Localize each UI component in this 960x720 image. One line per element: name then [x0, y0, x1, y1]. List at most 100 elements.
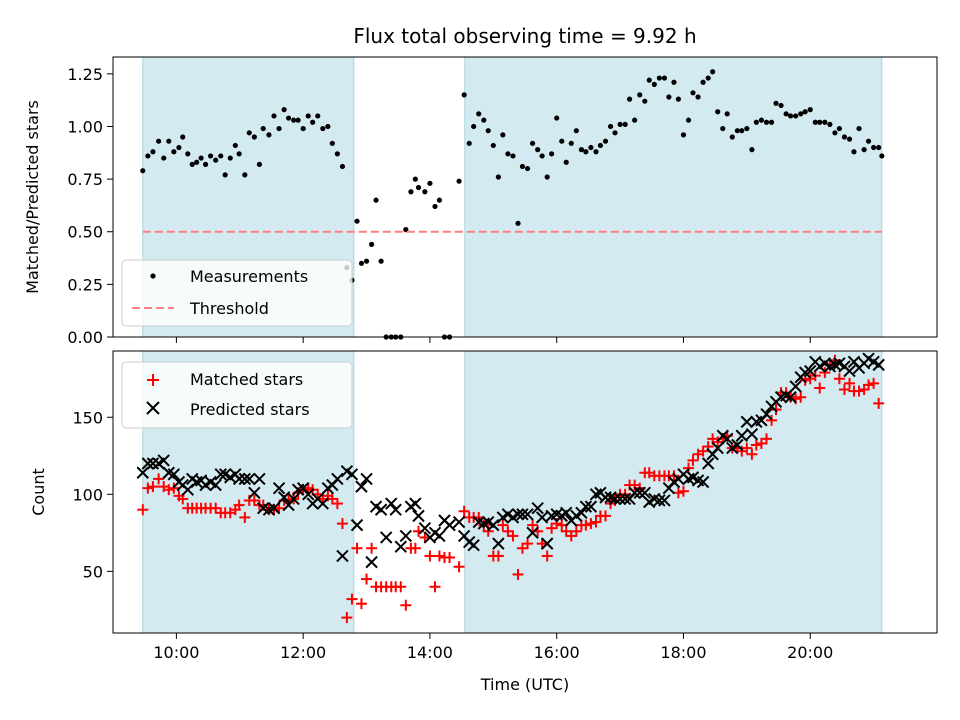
legend-label-threshold: Threshold [189, 299, 269, 318]
predicted-star-stroke [253, 472, 266, 486]
measurement-point [281, 107, 287, 113]
predicted-star-point [711, 441, 724, 455]
predicted-star-stroke [167, 468, 181, 481]
measurement-point [773, 100, 779, 106]
measurement-point [185, 151, 191, 157]
measurement-point [675, 96, 681, 102]
predicted-star-point [157, 454, 170, 467]
predicted-star-point [579, 500, 593, 513]
measurement-point [559, 138, 565, 144]
predicted-star-point [516, 508, 529, 521]
measurement-point [856, 125, 862, 132]
predicted-star-stroke [385, 497, 398, 510]
predicted-star-point [843, 364, 856, 378]
predicted-star-stroke [701, 457, 715, 470]
predicted-star-point [345, 468, 359, 481]
measurement-point [471, 123, 477, 130]
measurement-point [783, 111, 789, 117]
predicted-star-stroke [412, 509, 425, 523]
predicted-star-point [526, 526, 539, 540]
measurement-point [242, 172, 248, 178]
predicted-star-point [559, 506, 573, 520]
predicted-star-stroke [340, 464, 354, 478]
bottom-x-ticks: 10:00 12:00 14:00 16:00 18:00 20:00 [153, 633, 833, 662]
predicted-star-point [267, 501, 281, 515]
measurement-point [310, 119, 316, 125]
measurement-point [685, 117, 692, 123]
predicted-star-stroke [872, 358, 885, 372]
predicted-star-point [628, 486, 641, 499]
predicted-star-point [613, 492, 627, 506]
predicted-star-point [248, 486, 261, 499]
measurement-point [602, 138, 609, 144]
measurement-point [422, 189, 428, 195]
matched-star-point [366, 542, 378, 554]
measurement-point [227, 155, 233, 161]
predicted-star-point [287, 492, 300, 506]
matched-star-point [507, 530, 519, 542]
top-y-tick-label: 0.25 [67, 275, 103, 294]
predicted-star-stroke [257, 501, 270, 515]
measurement-point [851, 149, 857, 155]
predicted-star-stroke [232, 472, 246, 486]
measurement-point [710, 69, 716, 75]
predicted-star-stroke [818, 357, 832, 370]
measurement-point [578, 147, 585, 153]
measurement-point [535, 147, 541, 153]
predicted-star-point [731, 438, 744, 452]
predicted-star-stroke [867, 355, 880, 368]
measurement-point [213, 157, 219, 163]
measurement-point [827, 121, 833, 127]
predicted-star-stroke [653, 494, 666, 507]
x-tick-label: 18:00 [660, 643, 706, 662]
measurement-point [832, 130, 838, 136]
matched-star-point [687, 454, 699, 466]
predicted-star-stroke [487, 518, 500, 532]
predicted-star-stroke [633, 486, 646, 499]
predicted-star-stroke [316, 497, 330, 510]
predicted-star-stroke [379, 531, 393, 544]
predicted-star-stroke [584, 500, 598, 513]
matched-star-point [766, 414, 778, 426]
measurement-point [358, 260, 365, 266]
x-tick-label: 10:00 [153, 643, 199, 662]
predicted-star-stroke [146, 457, 160, 470]
measurement-point [156, 138, 162, 144]
measurement-point [671, 79, 677, 85]
measurement-point [145, 153, 151, 159]
predicted-star-stroke [287, 492, 300, 506]
predicted-star-point [409, 497, 422, 510]
measurement-point [544, 174, 550, 180]
matched-star-point [168, 482, 180, 494]
measurement-point [363, 258, 370, 264]
measurement-point [734, 128, 740, 134]
measurement-point [622, 121, 628, 127]
measurement-point [822, 119, 828, 125]
predicted-star-stroke [141, 457, 155, 470]
measurement-point [729, 134, 735, 140]
matched-star-point [585, 518, 597, 530]
predicted-star-point [584, 500, 598, 513]
predicted-star-stroke [847, 355, 861, 368]
predicted-star-point [701, 457, 715, 470]
measurement-point [768, 119, 775, 125]
predicted-star-stroke [238, 472, 252, 486]
predicted-star-point [399, 529, 413, 543]
predicted-star-point [653, 494, 666, 507]
predicted-star-stroke [374, 503, 388, 516]
matched-star-point [590, 516, 602, 528]
measurement-point [787, 113, 794, 119]
measurement-point [666, 94, 672, 100]
predicted-star-stroke [218, 468, 232, 481]
measurement-point [285, 115, 292, 121]
matched-star-point [147, 481, 159, 493]
x-tick-label: 12:00 [280, 643, 326, 662]
predicted-star-stroke [355, 480, 368, 493]
top-y-tick-label: 0.50 [67, 223, 103, 242]
matched-star-point [873, 397, 885, 409]
measurement-point [500, 132, 506, 138]
predicted-star-point [253, 472, 266, 486]
predicted-star-stroke [511, 508, 525, 521]
measurement-point [339, 163, 346, 170]
